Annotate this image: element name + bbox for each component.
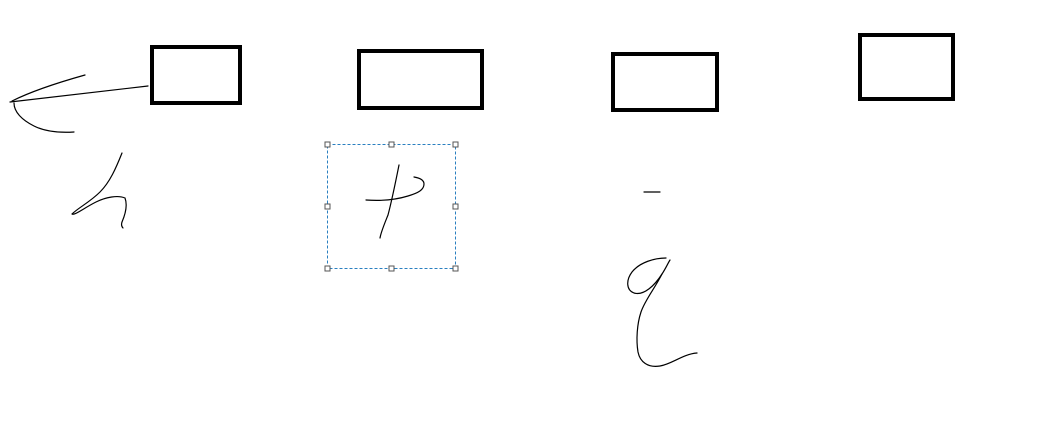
resize-handle-se[interactable] xyxy=(452,265,459,272)
rectangle-shape-1[interactable] xyxy=(150,45,242,105)
resize-handle-w[interactable] xyxy=(324,203,331,210)
resize-handle-n[interactable] xyxy=(388,141,395,148)
resize-handle-nw[interactable] xyxy=(324,141,331,148)
resize-handle-ne[interactable] xyxy=(452,141,459,148)
arrow-stroke[interactable] xyxy=(9,74,149,133)
selection-box[interactable] xyxy=(324,141,459,272)
glyph-stroke-2[interactable] xyxy=(365,164,425,239)
glyph-stroke-3[interactable] xyxy=(627,257,698,367)
resize-handle-e[interactable] xyxy=(452,203,459,210)
rectangle-shape-2[interactable] xyxy=(357,49,484,110)
glyph-stroke-1[interactable] xyxy=(71,152,127,229)
resize-handle-sw[interactable] xyxy=(324,265,331,272)
resize-handle-s[interactable] xyxy=(388,265,395,272)
rectangle-shape-4[interactable] xyxy=(858,33,955,101)
rectangle-shape-3[interactable] xyxy=(611,52,719,112)
